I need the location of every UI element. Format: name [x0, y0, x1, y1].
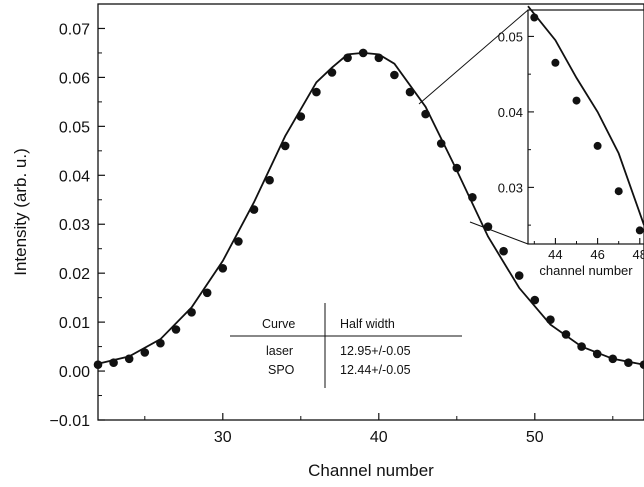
data-point: [546, 315, 555, 325]
inset-data-point: [593, 141, 602, 150]
y-tick-label: 0.06: [59, 70, 90, 87]
data-point: [140, 348, 150, 357]
data-point: [624, 358, 633, 368]
data-point: [530, 295, 540, 305]
y-tick-label: 0.05: [59, 119, 90, 136]
connector-line-bottom: [469, 221, 529, 245]
inset-y-tick-label: 0.05: [498, 29, 523, 44]
x-axis-title: Channel number: [308, 461, 434, 480]
data-point: [639, 360, 644, 369]
measured-points: [93, 48, 644, 370]
x-tick-label: 40: [370, 429, 388, 446]
inset-data-point: [530, 13, 539, 22]
inset-x-tick-label: 46: [590, 247, 604, 262]
data-point: [343, 53, 352, 63]
y-tick-label: 0.04: [59, 168, 90, 185]
data-point: [171, 325, 181, 334]
data-point: [124, 354, 134, 364]
table-header-half-width: Half width: [340, 317, 395, 331]
y-tick-label: 0.02: [59, 266, 90, 283]
data-point: [327, 68, 337, 77]
inset-x-tick-label: 44: [548, 247, 562, 262]
table-cell-spo-value: 12.44+/-0.05: [340, 363, 411, 377]
inset-y-tick-label: 0.04: [498, 105, 523, 120]
half-width-table: Curve Half width laser 12.95+/-0.05 SPO …: [230, 303, 462, 388]
inset-model-curve-path: [527, 5, 644, 226]
data-point: [234, 237, 243, 246]
data-point: [390, 70, 399, 80]
y-tick-label: 0.01: [59, 315, 90, 332]
data-point: [296, 112, 306, 121]
inset-data-point: [635, 226, 644, 235]
inset-background: [528, 10, 644, 244]
data-point: [265, 175, 274, 185]
data-point: [312, 87, 321, 97]
data-point: [405, 87, 415, 97]
data-point: [280, 141, 290, 151]
main-axis-ticks: −0.01 0.00 0.01 0.02 0.03 0.04 0.05 0.06 0.07 30 4…: [50, 21, 614, 446]
inset-model-curve: [527, 5, 644, 226]
data-point: [452, 163, 462, 173]
x-tick-label: 30: [214, 429, 232, 446]
data-point: [514, 271, 524, 280]
inset-data-point: [614, 187, 623, 196]
data-point: [187, 308, 196, 317]
x-tick-label: 50: [526, 429, 544, 446]
y-tick-label: 0.07: [59, 21, 90, 38]
data-point: [109, 358, 118, 368]
data-point: [374, 53, 384, 63]
table-cell-spo-name: SPO: [268, 363, 295, 377]
inset-data-point: [572, 96, 581, 105]
inset-connector-lines: [418, 9, 529, 245]
data-point: [249, 205, 259, 214]
inset-measured-points: [530, 13, 644, 235]
data-point: [608, 354, 618, 364]
data-point: [421, 109, 430, 119]
data-point: [483, 222, 493, 231]
y-tick-label: −0.01: [50, 413, 91, 430]
data-point: [218, 264, 228, 273]
inset-x-axis-title: channel number: [539, 263, 633, 278]
data-point: [93, 360, 103, 370]
data-point: [436, 139, 446, 148]
inset-frame: [527, 9, 644, 245]
data-point: [156, 338, 165, 348]
y-axis-title: Intensity (arb. u.): [11, 148, 30, 276]
table-header-curve: Curve: [262, 317, 295, 331]
data-point: [561, 330, 571, 339]
data-point: [499, 246, 508, 256]
inset-data-point: [551, 58, 560, 67]
table-cell-laser-name: laser: [266, 344, 293, 358]
inset-x-tick-label: 48: [633, 247, 644, 262]
y-tick-label: 0.00: [59, 364, 90, 381]
data-point: [202, 288, 212, 298]
data-point: [592, 349, 602, 359]
data-point: [468, 193, 477, 202]
table-cell-laser-value: 12.95+/-0.05: [340, 344, 411, 358]
inset-y-tick-label: 0.03: [498, 180, 523, 195]
data-point: [358, 48, 368, 58]
connector-line-top: [418, 9, 529, 105]
main-plot-frame: [97, 3, 644, 421]
y-tick-label: 0.03: [59, 217, 90, 234]
inset-axis-ticks: 0.03 0.04 0.05 44 46 48: [498, 29, 644, 262]
data-point: [577, 342, 586, 351]
